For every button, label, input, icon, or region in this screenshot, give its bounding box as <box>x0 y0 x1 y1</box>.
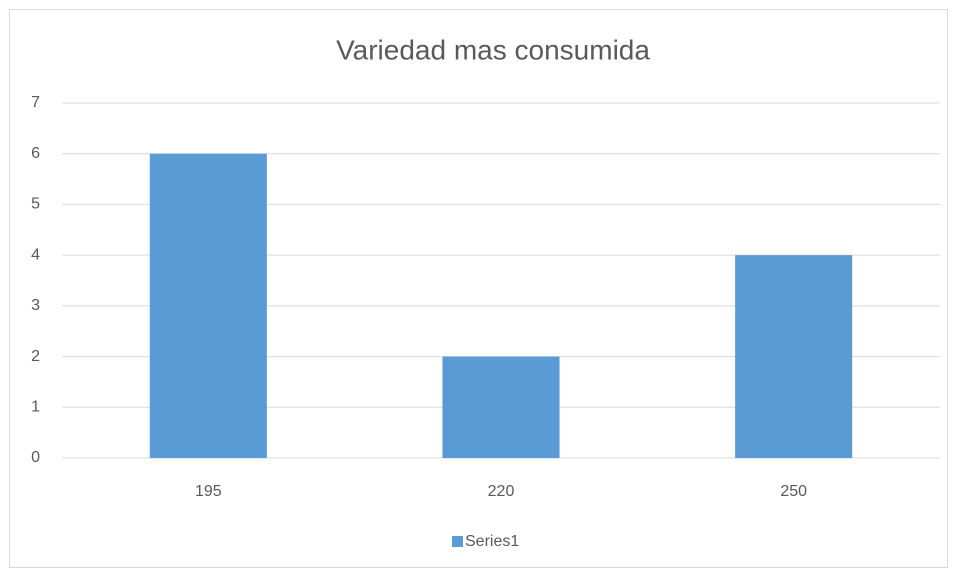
bar <box>149 153 267 458</box>
y-tick-label: 0 <box>31 449 40 466</box>
legend-swatch <box>452 536 463 547</box>
legend-label: Series1 <box>465 533 519 550</box>
y-tick-label: 6 <box>31 145 40 162</box>
bar <box>442 356 560 458</box>
chart-title: Variedad mas consumida <box>336 34 650 65</box>
x-tick-label: 195 <box>195 483 222 500</box>
y-tick-label: 5 <box>31 196 40 213</box>
bar <box>735 255 853 458</box>
y-tick-label: 2 <box>31 348 40 365</box>
x-tick-label: 220 <box>488 483 515 500</box>
x-tick-label: 250 <box>780 483 807 500</box>
y-tick-label: 4 <box>31 246 40 263</box>
y-tick-label: 7 <box>31 94 40 111</box>
y-tick-label: 1 <box>31 399 40 416</box>
y-tick-label: 3 <box>31 297 40 314</box>
